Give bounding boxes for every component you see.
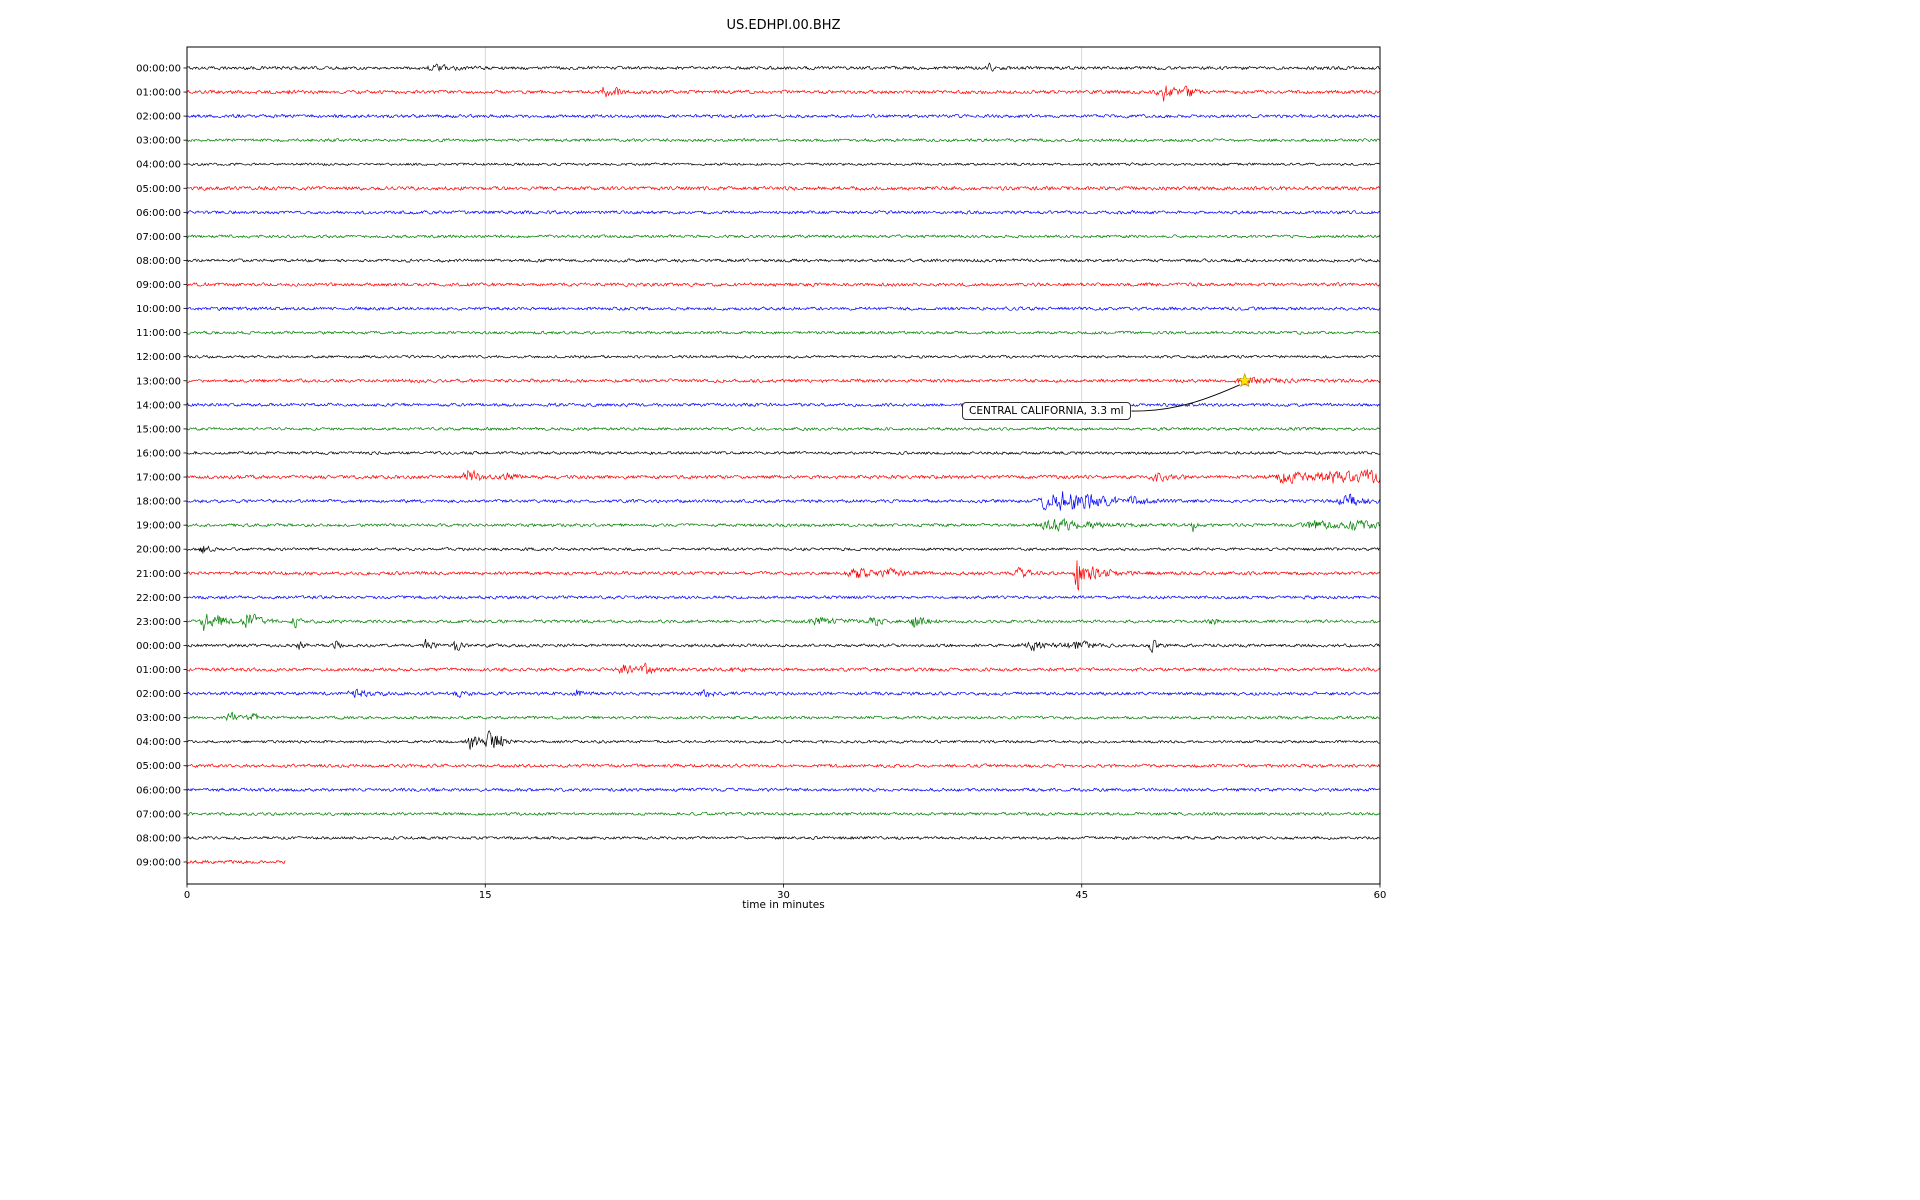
x-tick-label-0: 0: [184, 890, 190, 901]
trace-row-8: [186, 258, 1381, 263]
row-label-32: 08:00:00: [136, 833, 181, 844]
row-label-31: 07:00:00: [136, 809, 181, 820]
trace-row-17: [186, 469, 1381, 484]
row-label-7: 07:00:00: [136, 232, 181, 243]
trace-row-2: [186, 113, 1381, 119]
row-label-23: 23:00:00: [136, 617, 181, 628]
x-tick-label-2: 30: [777, 890, 790, 901]
row-label-1: 01:00:00: [136, 88, 181, 99]
trace-row-25: [186, 662, 1381, 675]
trace-row-7: [186, 234, 1381, 239]
x-tick-label-1: 15: [479, 890, 492, 901]
row-label-26: 02:00:00: [136, 689, 181, 700]
event-star-icon: [1237, 372, 1253, 388]
trace-row-31: [186, 811, 1380, 816]
trace-row-18: [186, 491, 1381, 511]
row-label-3: 03:00:00: [136, 136, 181, 147]
row-label-11: 11:00:00: [136, 328, 181, 339]
row-label-22: 22:00:00: [136, 593, 181, 604]
trace-row-24: [186, 638, 1381, 653]
x-tick-label-3: 45: [1075, 890, 1088, 901]
trace-row-20: [186, 545, 1381, 554]
trace-row-4: [186, 162, 1381, 167]
trace-row-10: [186, 306, 1381, 311]
trace-row-32: [186, 835, 1381, 841]
trace-row-26: [186, 688, 1381, 699]
trace-row-33: [186, 859, 286, 865]
trace-row-28: [186, 730, 1381, 750]
row-label-19: 19:00:00: [136, 521, 181, 532]
row-label-13: 13:00:00: [136, 376, 181, 387]
chart-title: US.EDHPI.00.BHZ: [726, 18, 841, 33]
trace-row-30: [186, 787, 1381, 793]
row-label-8: 08:00:00: [136, 256, 181, 267]
trace-row-27: [186, 711, 1381, 722]
row-label-18: 18:00:00: [136, 497, 181, 508]
row-label-27: 03:00:00: [136, 713, 181, 724]
trace-row-13: [186, 376, 1381, 386]
row-label-9: 09:00:00: [136, 280, 181, 291]
x-axis-label: time in minutes: [742, 899, 825, 911]
row-label-12: 12:00:00: [136, 352, 181, 363]
trace-row-19: [186, 517, 1381, 533]
trace-row-9: [186, 282, 1381, 287]
row-label-25: 01:00:00: [136, 665, 181, 676]
trace-row-6: [186, 210, 1381, 215]
event-annotation-label: CENTRAL CALIFORNIA, 3.3 ml: [969, 405, 1124, 417]
row-label-21: 21:00:00: [136, 569, 181, 580]
row-label-14: 14:00:00: [136, 400, 181, 411]
trace-row-3: [186, 137, 1381, 143]
row-label-6: 06:00:00: [136, 208, 181, 219]
row-label-16: 16:00:00: [136, 448, 181, 459]
row-label-0: 00:00:00: [136, 64, 181, 75]
trace-row-11: [186, 330, 1381, 335]
row-label-10: 10:00:00: [136, 304, 181, 315]
row-label-4: 04:00:00: [136, 160, 181, 171]
event-annotation: CENTRAL CALIFORNIA, 3.3 ml: [962, 402, 1131, 420]
trace-row-1: [186, 85, 1381, 102]
row-label-33: 09:00:00: [136, 857, 181, 868]
trace-row-12: [186, 354, 1381, 359]
trace-row-15: [186, 426, 1381, 432]
row-label-24: 00:00:00: [136, 641, 181, 652]
row-label-30: 06:00:00: [136, 785, 181, 796]
x-tick-label-4: 60: [1374, 890, 1387, 901]
trace-row-0: [186, 62, 1381, 72]
trace-row-23: [186, 613, 1381, 631]
row-label-29: 05:00:00: [136, 761, 181, 772]
row-label-15: 15:00:00: [136, 424, 181, 435]
row-label-28: 04:00:00: [136, 737, 181, 748]
trace-row-21: [186, 560, 1381, 592]
row-label-2: 02:00:00: [136, 112, 181, 123]
row-label-20: 20:00:00: [136, 545, 181, 556]
trace-row-5: [186, 185, 1381, 191]
row-label-5: 05:00:00: [136, 184, 181, 195]
trace-row-16: [186, 450, 1381, 456]
annotation-connector: [1131, 384, 1240, 412]
trace-row-22: [186, 595, 1381, 600]
trace-row-29: [186, 763, 1381, 769]
row-label-17: 17:00:00: [136, 473, 181, 484]
